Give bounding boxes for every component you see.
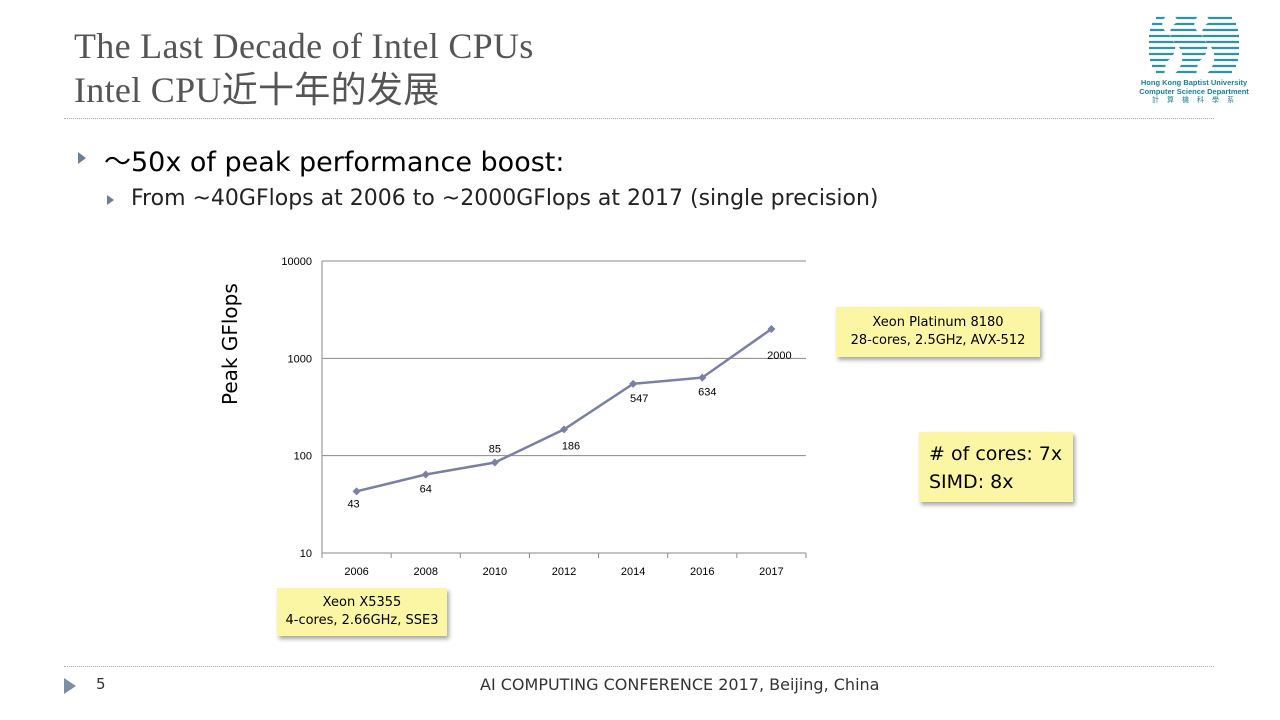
note-8180-specs: 28-cores, 2.5GHz, AVX-512: [850, 333, 1026, 348]
hkbu-logo-icon: [1149, 14, 1239, 76]
note-5355-name: Xeon X5355: [322, 595, 402, 610]
header-divider: [64, 118, 1214, 119]
bullet-gflops-range: From ~40GFlops at 2006 to ~2000GFlops at…: [131, 186, 879, 211]
x-tick-label: 2008: [413, 566, 437, 578]
logo-chinese: 計算機科學系: [1152, 97, 1242, 104]
x-tick-label: 2006: [344, 566, 368, 578]
x-tick-label: 2010: [483, 566, 507, 578]
logo-university: Hong Kong Baptist University: [1140, 78, 1248, 87]
data-point-marker: [767, 325, 776, 334]
data-label: 547: [630, 393, 648, 405]
title-line-2: Intel CPU近十年的发展: [74, 70, 440, 110]
footer-conference: AI COMPUTING CONFERENCE 2017, Beijing, C…: [480, 675, 880, 694]
data-point-marker: [629, 379, 638, 388]
data-point-marker: [352, 487, 361, 496]
note-xeon-platinum-8180: Xeon Platinum 8180 28-cores, 2.5GHz, AVX…: [836, 307, 1040, 357]
footer-divider: [64, 666, 1214, 667]
sub-bullet-arrow-icon: [107, 195, 114, 205]
data-point-marker: [490, 458, 499, 467]
data-point-marker: [421, 470, 430, 479]
note-simd-factor: SIMD: 8x: [929, 471, 1014, 493]
y-tick-label: 10: [300, 548, 312, 560]
x-tick-label: 2017: [759, 566, 783, 578]
note-xeon-x5355: Xeon X5355 4-cores, 2.66GHz, SSE3: [277, 588, 447, 636]
x-tick-label: 2014: [621, 566, 645, 578]
note-8180-name: Xeon Platinum 8180: [872, 315, 1004, 330]
page-number: 5: [96, 675, 106, 693]
bullet-performance-boost: ～50x of peak performance boost:: [104, 147, 565, 178]
data-label: 64: [420, 484, 432, 496]
data-label: 634: [698, 387, 716, 399]
data-point-marker: [698, 373, 707, 382]
y-tick-label: 100: [294, 451, 312, 463]
slide-title: The Last Decade of Intel CPUs Intel CPU近…: [74, 24, 534, 112]
data-label: 2000: [767, 350, 791, 362]
data-label: 186: [562, 440, 580, 452]
x-tick-label: 2016: [690, 566, 714, 578]
bullet-arrow-icon: [78, 152, 86, 164]
series-line-peak-gflops: [356, 328, 773, 493]
note-5355-specs: 4-cores, 2.66GHz, SSE3: [285, 613, 439, 628]
y-tick-label: 10000: [281, 256, 312, 268]
footer-arrow-icon: [64, 678, 76, 694]
data-label: 85: [489, 444, 501, 456]
data-label: 43: [347, 498, 359, 510]
data-point-marker: [560, 425, 568, 434]
note-cores-factor: # of cores: 7x: [929, 443, 1063, 465]
logo-department: Computer Science Department: [1139, 87, 1249, 96]
x-tick-label: 2012: [552, 566, 576, 578]
note-speedup-factors: # of cores: 7x SIMD: 8x: [919, 432, 1073, 502]
title-line-1: The Last Decade of Intel CPUs: [74, 26, 534, 66]
hkbu-logo: Hong Kong Baptist University Computer Sc…: [1124, 12, 1264, 110]
y-tick-label: 1000: [288, 353, 312, 365]
